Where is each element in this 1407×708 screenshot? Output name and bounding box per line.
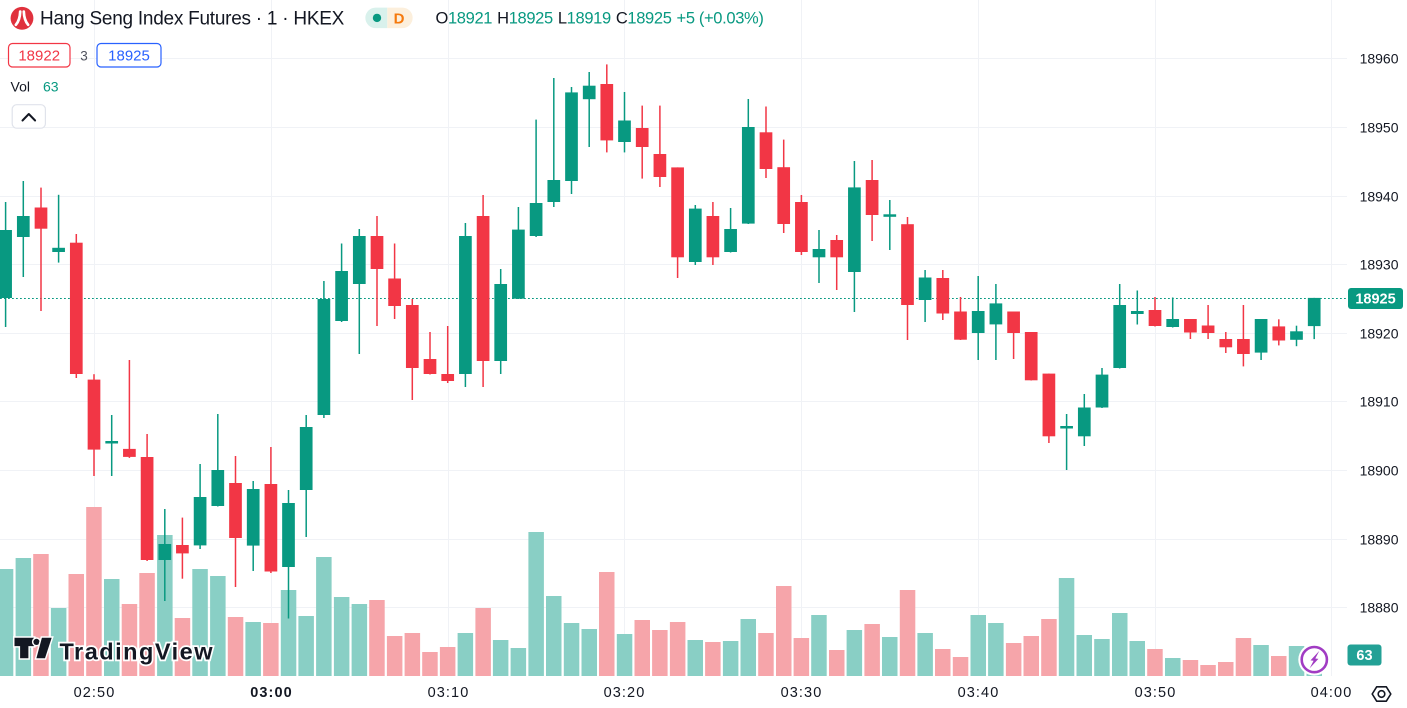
svg-text:03:50: 03:50	[1135, 685, 1177, 701]
svg-text:Vol: Vol	[11, 79, 30, 95]
svg-text:18900: 18900	[1360, 463, 1399, 479]
svg-text:63: 63	[1356, 648, 1372, 664]
svg-text:03:30: 03:30	[781, 685, 823, 701]
svg-text:18925: 18925	[1355, 292, 1395, 308]
svg-text:04:00: 04:00	[1311, 685, 1353, 701]
svg-text:18910: 18910	[1360, 394, 1399, 410]
svg-text:18930: 18930	[1360, 257, 1399, 273]
svg-text:18940: 18940	[1360, 189, 1399, 205]
svg-text:18925: 18925	[108, 48, 150, 65]
svg-text:TradingView: TradingView	[60, 639, 215, 665]
svg-text:3: 3	[80, 49, 88, 64]
svg-text:18950: 18950	[1360, 120, 1399, 136]
svg-text:03:40: 03:40	[958, 685, 1000, 701]
svg-text:03:00: 03:00	[250, 685, 293, 701]
svg-text:D: D	[394, 11, 405, 28]
svg-text:18920: 18920	[1360, 326, 1399, 342]
svg-text:63: 63	[43, 79, 59, 95]
svg-text:18890: 18890	[1360, 532, 1399, 548]
svg-text:18880: 18880	[1360, 600, 1399, 616]
svg-text:18922: 18922	[18, 48, 60, 65]
svg-text:03:10: 03:10	[428, 685, 470, 701]
svg-text:Hang Seng Index Futures · 1 ·: Hang Seng Index Futures · 1 · HKEX	[40, 9, 345, 30]
svg-text:18960: 18960	[1360, 51, 1399, 67]
svg-text:03:20: 03:20	[604, 685, 646, 701]
svg-text:02:50: 02:50	[74, 685, 116, 701]
